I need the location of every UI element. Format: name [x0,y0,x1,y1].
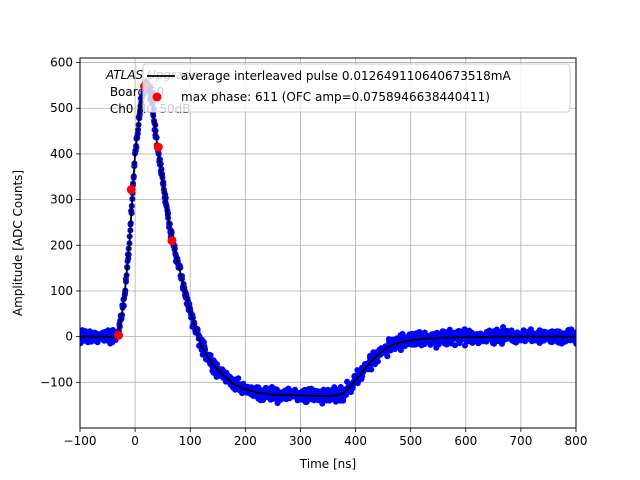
y-tick-label: 100 [50,284,73,298]
x-tick-label: 300 [289,434,312,448]
x-tick-label: 500 [399,434,422,448]
legend-entry-average-pulse: average interleaved pulse 0.012649110640… [181,69,511,83]
legend-entry-max-phase: max phase: 611 (OFC amp=0.07589466384404… [181,90,490,104]
x-tick-label: 400 [344,434,367,448]
max-phase-point [153,142,163,152]
sample-point [384,353,391,360]
sample-point [340,397,347,404]
x-tick-label: 700 [509,434,532,448]
y-tick-label: 400 [50,147,73,161]
y-axis-label: Amplitude [ADC Counts] [11,170,25,316]
y-tick-label: −100 [40,375,73,389]
x-tick-label: 200 [234,434,257,448]
sample-point [573,340,576,347]
x-axis-label: Time [ns] [299,457,356,471]
sample-point [571,329,576,336]
sample-point [214,361,220,368]
max-phase-point [126,185,136,195]
sample-point [235,375,242,382]
y-tick-label: 300 [50,193,73,207]
sample-point [527,326,534,333]
y-tick-label: 600 [50,56,73,70]
y-tick-label: 200 [50,238,73,252]
axis-ticks: −100 0 100 200 300 400 500 600 700 800 −100 0 100 200… [40,56,587,448]
x-tick-label: −100 [64,434,97,448]
x-tick-label: 600 [454,434,477,448]
plot-area [80,58,576,428]
sample-point [207,352,214,359]
x-tick-label: 100 [179,434,202,448]
data-layer [80,77,576,407]
max-phase-point [114,330,124,340]
y-tick-label: 500 [50,101,73,115]
x-tick-label: 800 [565,434,588,448]
legend-box [142,63,571,113]
average-pulse-line [80,77,576,397]
sample-point [374,358,381,365]
y-tick-label: 0 [65,330,73,344]
plot-frame [79,57,577,429]
max-phase-point [167,236,177,246]
sample-point [435,341,442,348]
legend: average interleaved pulse 0.012649110640… [142,63,571,113]
x-tick-label: 0 [131,434,139,448]
legend-marker-swatch [152,92,162,102]
sample-point [368,366,375,373]
